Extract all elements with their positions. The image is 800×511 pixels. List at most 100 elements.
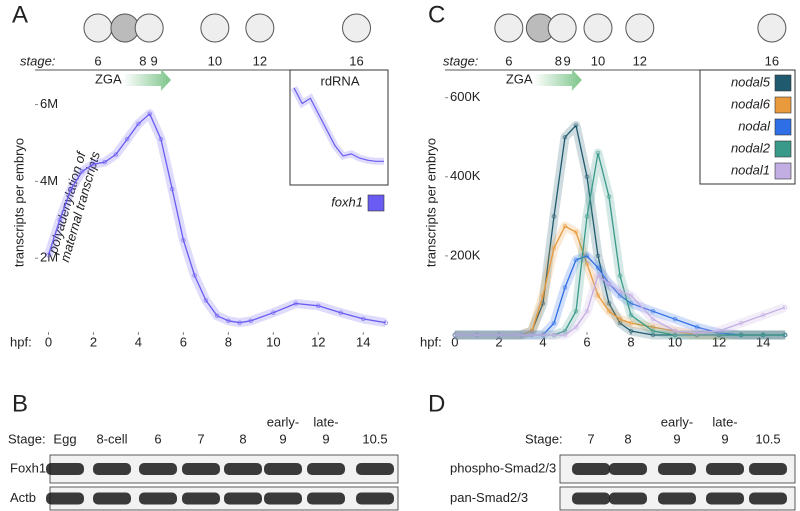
data-point <box>606 194 612 199</box>
data-point <box>584 253 590 259</box>
legend-label: nodal5 <box>731 74 771 89</box>
legend-swatch <box>774 96 792 114</box>
y-axis-label: transcripts per embryo <box>423 138 438 267</box>
lane-label: early- <box>661 414 694 429</box>
data-point <box>716 328 722 334</box>
data-point <box>562 134 568 140</box>
data-point <box>606 308 612 314</box>
data-point <box>248 318 254 324</box>
data-point <box>617 316 623 322</box>
data-point <box>628 312 634 318</box>
data-point <box>203 298 209 303</box>
stage-label: stage: <box>20 53 56 68</box>
data-point <box>584 308 590 314</box>
data-point <box>628 301 634 306</box>
blot-band <box>139 492 177 505</box>
data-point <box>113 152 119 157</box>
legend-swatch <box>774 162 792 180</box>
blot-band <box>182 463 220 475</box>
embryo-icon <box>134 13 164 43</box>
zga-label: ZGA <box>506 71 533 86</box>
data-point <box>617 273 623 278</box>
panel-letter: D <box>428 390 445 417</box>
x-tick-label: 4 <box>539 334 546 349</box>
data-point <box>551 332 557 338</box>
data-point <box>628 328 634 334</box>
stage-label: Stage: <box>8 431 46 446</box>
blot-band <box>356 492 394 505</box>
stage-tick-label: 10 <box>591 53 605 68</box>
lane-label: early- <box>267 414 300 429</box>
data-point <box>68 186 74 192</box>
data-point <box>694 324 700 330</box>
blot-band <box>749 463 787 475</box>
blot-band <box>93 492 131 505</box>
zga-arrow <box>533 69 582 91</box>
embryo-icon <box>757 13 787 43</box>
data-point <box>147 111 152 117</box>
data-point <box>474 332 480 338</box>
data-point <box>293 301 299 306</box>
blot-band <box>572 492 610 505</box>
blot-band <box>264 492 302 505</box>
data-point <box>158 136 164 142</box>
x-tick-label: 6 <box>583 334 590 349</box>
panel-letter: A <box>12 1 28 28</box>
blot-band <box>658 463 696 475</box>
data-point <box>738 320 744 326</box>
data-point <box>102 159 108 165</box>
data-point <box>584 261 590 267</box>
x-tick-label: 12 <box>311 334 325 349</box>
data-point <box>606 301 612 306</box>
x-tick-label: 6 <box>180 334 187 349</box>
embryo-icon <box>342 13 372 43</box>
lane-label: 10.5 <box>362 431 387 446</box>
y-tick-label: 200K <box>450 247 481 262</box>
data-point <box>650 308 656 314</box>
lane-label: 8-cell <box>96 431 127 446</box>
embryo-icon <box>583 13 613 43</box>
blot-band <box>46 492 84 505</box>
lane-label: 8 <box>239 431 246 446</box>
data-point <box>595 150 601 156</box>
x-axis-label: hpf: <box>10 334 32 349</box>
stage-tick-label: 9 <box>151 53 158 68</box>
data-point <box>57 217 63 223</box>
data-point <box>738 332 744 338</box>
data-point <box>694 330 700 336</box>
data-point <box>79 169 85 174</box>
blot-band <box>706 492 744 505</box>
data-point <box>529 332 535 338</box>
data-point <box>551 320 557 326</box>
blot-band <box>572 463 610 475</box>
data-point <box>46 252 51 258</box>
data-point <box>760 332 766 338</box>
blot-band <box>609 492 647 505</box>
data-point <box>136 121 141 127</box>
legend-label: nodal <box>738 118 771 133</box>
x-tick-label: 10 <box>668 334 682 349</box>
lane-label: 8 <box>624 431 631 446</box>
stage-tick-label: 16 <box>349 53 363 68</box>
data-point <box>562 332 568 338</box>
legend-swatch <box>774 118 792 136</box>
data-point <box>573 308 579 314</box>
legend-swatch <box>774 74 792 92</box>
stage-tick-label: 6 <box>94 53 101 68</box>
data-point <box>782 305 788 310</box>
data-point <box>617 289 623 294</box>
row-label: Actb <box>10 490 36 505</box>
data-point <box>226 318 231 324</box>
y-axis-label: transcripts per embryo <box>11 138 26 267</box>
data-point <box>573 229 579 235</box>
panel-letter: B <box>12 390 28 417</box>
zga-label: ZGA <box>95 71 122 86</box>
series-line <box>454 275 786 336</box>
lane-label: 9 <box>279 431 286 446</box>
data-point <box>237 320 242 326</box>
data-point <box>452 332 458 338</box>
legend-swatch <box>367 194 385 212</box>
lane-label: 6 <box>154 431 161 446</box>
embryo-icon <box>200 13 230 43</box>
lane-label: 9 <box>322 431 329 446</box>
